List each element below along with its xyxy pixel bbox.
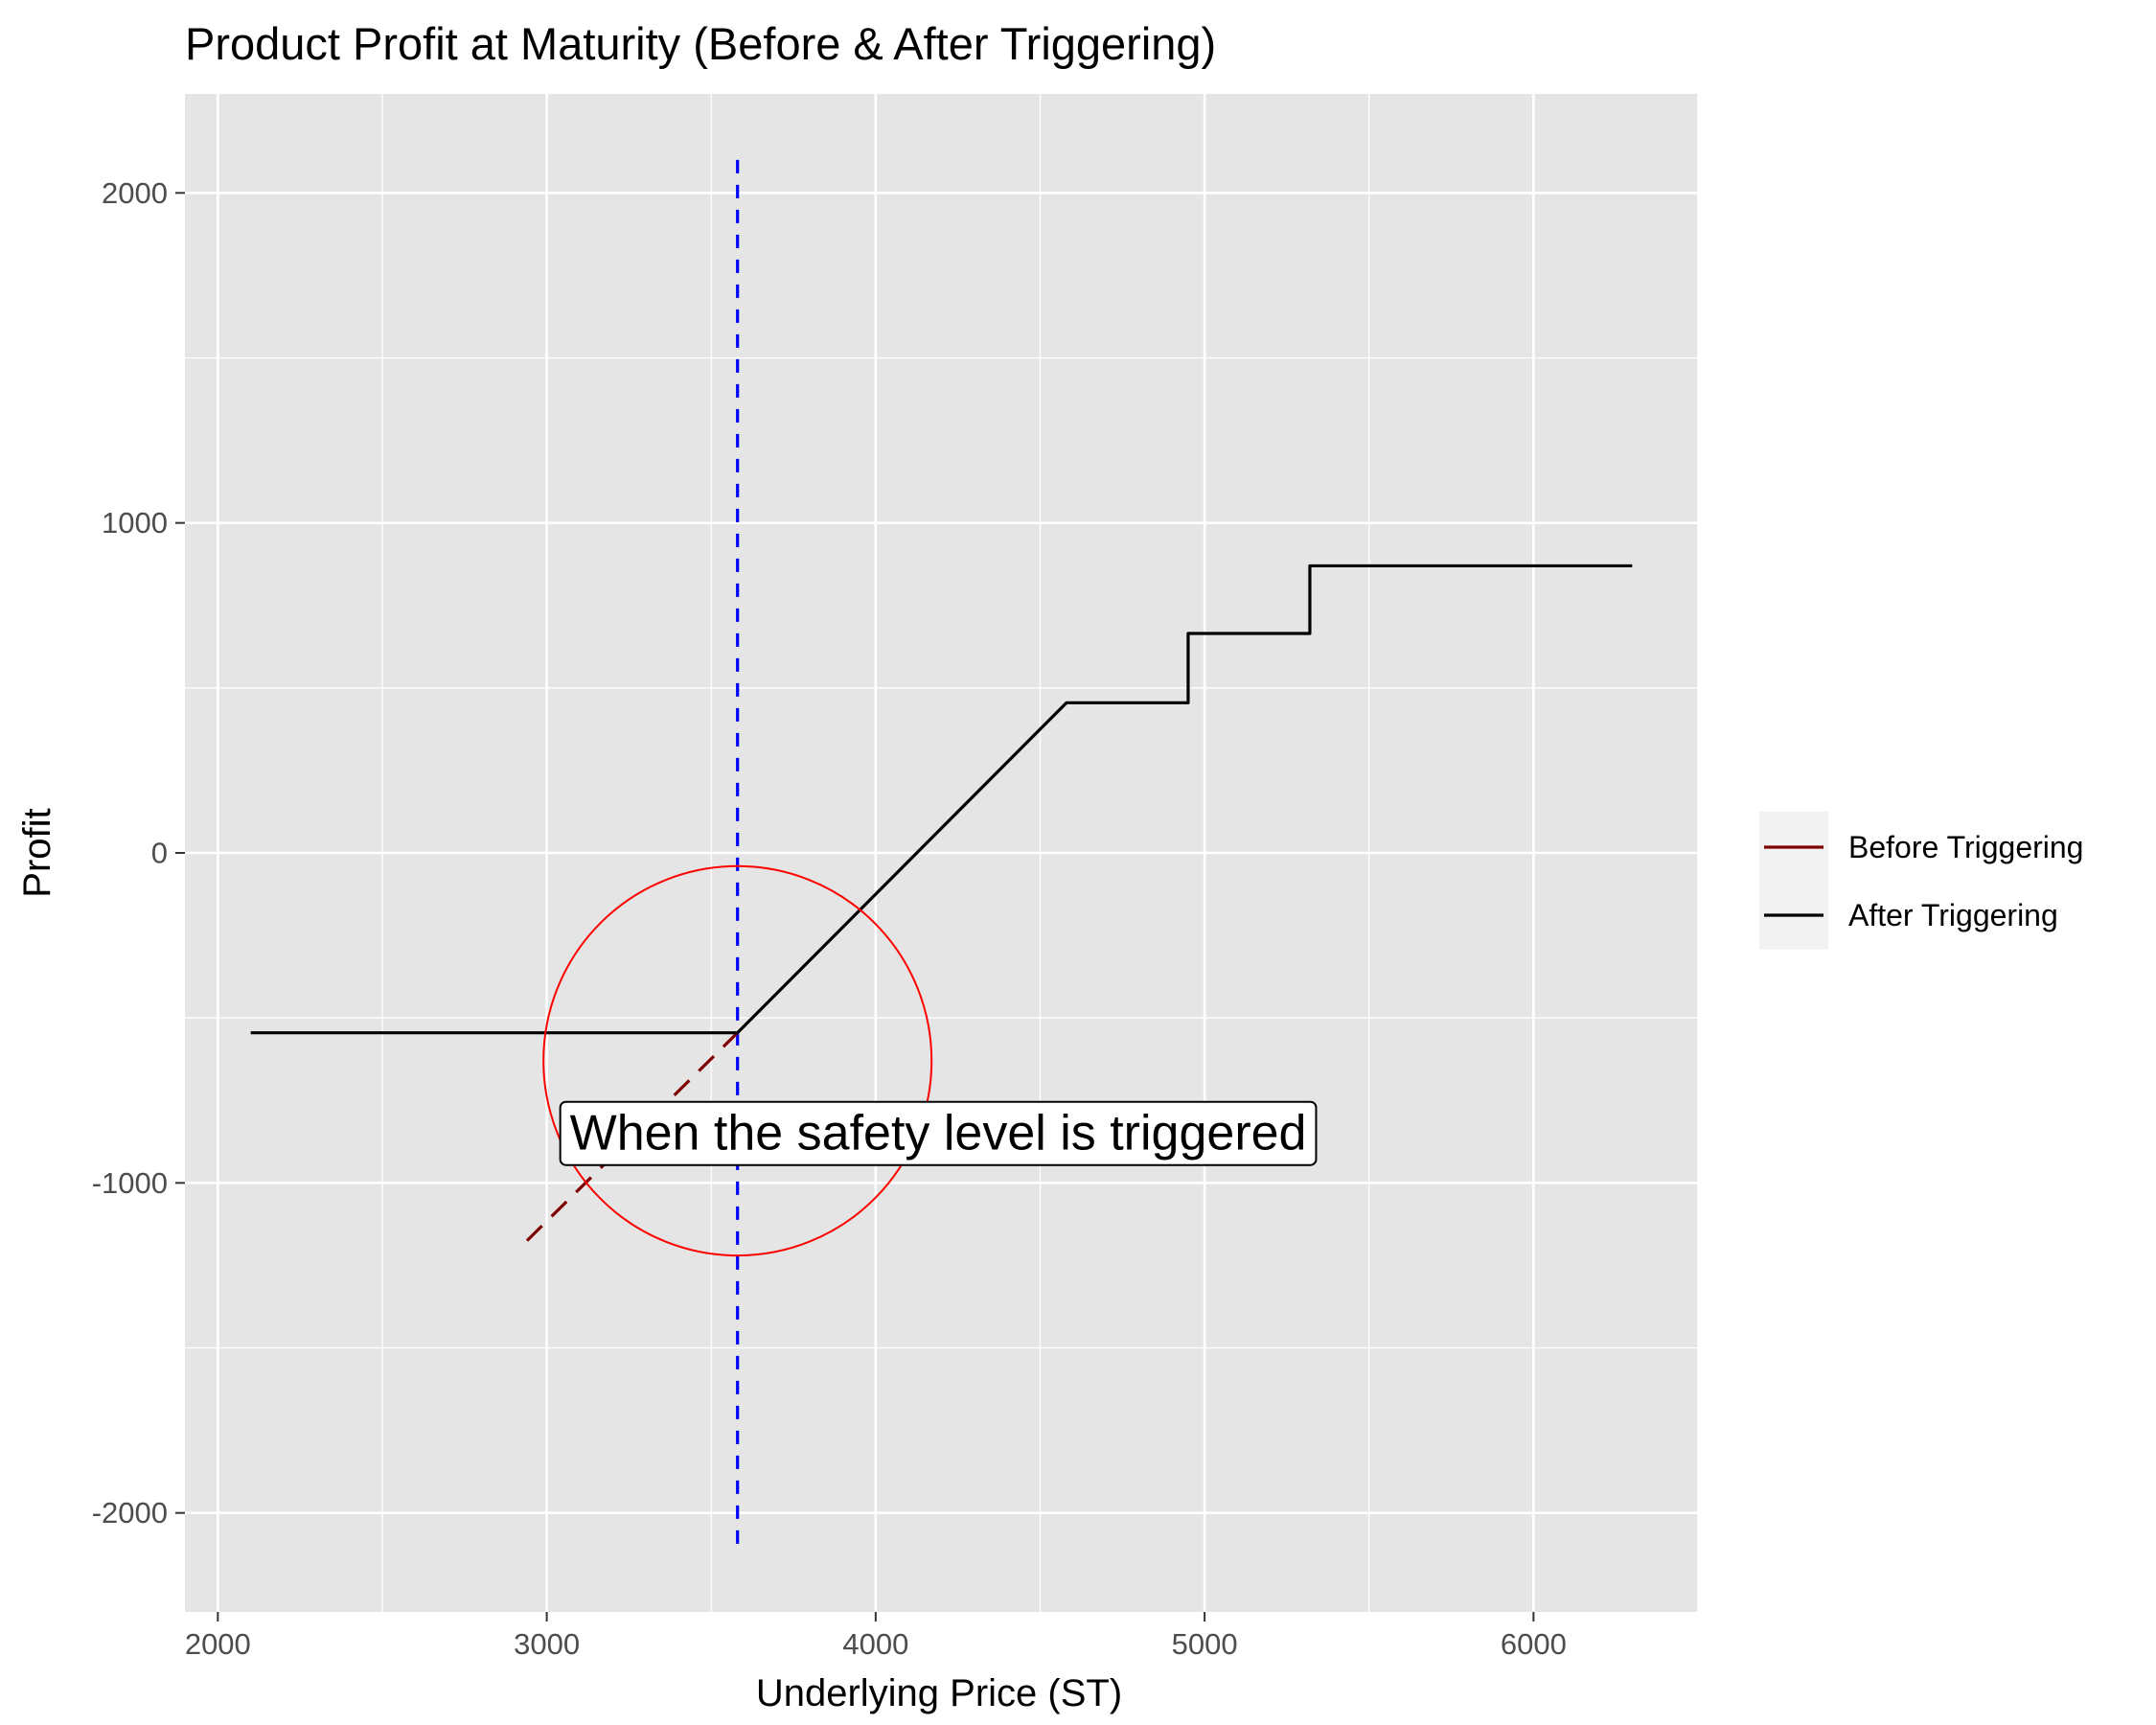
- legend: Before Triggering After Triggering: [1759, 812, 2083, 950]
- x-tick-label: 2000: [185, 1627, 251, 1661]
- chart-title: Product Profit at Maturity (Before & Aft…: [185, 18, 1216, 69]
- y-tick-label: 1000: [102, 506, 168, 540]
- series-line-after-triggering: [250, 564, 1633, 1035]
- x-tick-label: 5000: [1172, 1627, 1238, 1661]
- y-tick-label: -2000: [92, 1496, 168, 1530]
- x-axis-label: Underlying Price (ST): [756, 1672, 1122, 1714]
- x-tick-label: 6000: [1501, 1627, 1567, 1661]
- annotation-label: When the safety level is triggered: [559, 1100, 1318, 1166]
- axis-layer: 2000 3000 4000 5000 6000 -2000 -1000 0 1000 2000: [92, 176, 1567, 1661]
- y-tick-label: -1000: [92, 1166, 168, 1200]
- y-axis-label: Profit: [16, 808, 58, 897]
- legend-key-background: [1759, 812, 1828, 950]
- legend-label: After Triggering: [1848, 898, 2058, 932]
- series-layer: When the safety level is triggered: [250, 159, 1633, 1547]
- plot-panel: [185, 94, 1699, 1612]
- x-tick-label: 4000: [842, 1627, 908, 1661]
- highlight-circle: [542, 864, 933, 1257]
- y-tick-label: 2000: [102, 176, 168, 210]
- y-tick-label: 0: [151, 837, 168, 870]
- legend-label: Before Triggering: [1848, 830, 2083, 864]
- annotation-text: When the safety level is triggered: [570, 1106, 1307, 1162]
- x-tick-label: 3000: [514, 1627, 580, 1661]
- annotation-box: [559, 1100, 1318, 1166]
